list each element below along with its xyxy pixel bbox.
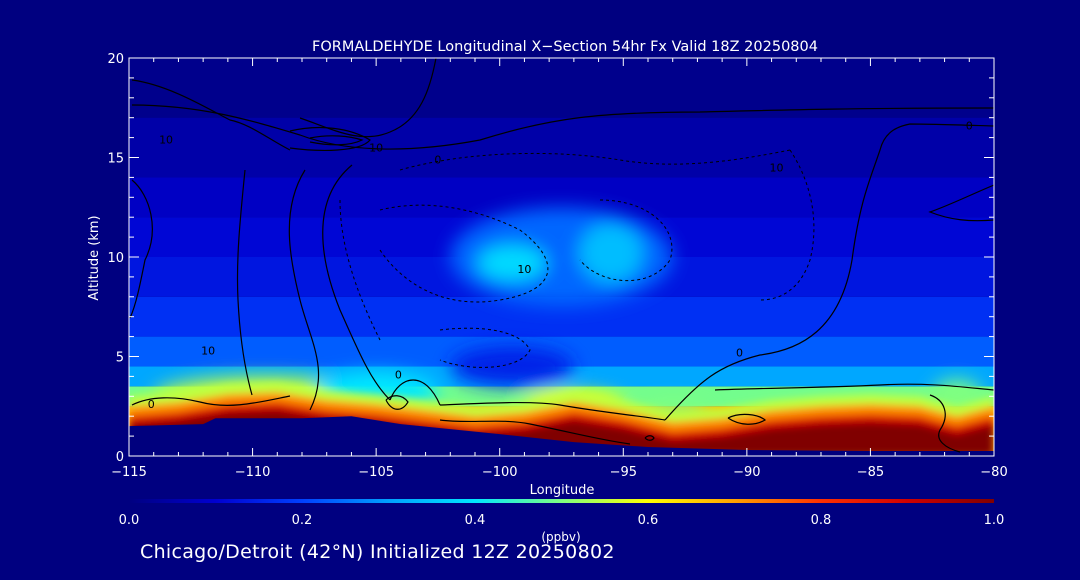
- concentration-feature: [450, 346, 574, 387]
- colorbar-tick-label: 1.0: [984, 513, 1005, 528]
- contour-line: [644, 435, 655, 441]
- plot-area: 10 10 0 10 0 0 0 0 10 10: [129, 58, 994, 456]
- y-tick-label: 15: [107, 152, 124, 167]
- contour-line: [389, 379, 441, 406]
- contour-label: 0: [395, 368, 402, 381]
- x-axis-label: Longitude: [530, 483, 595, 498]
- x-tick-label: −110: [235, 465, 271, 480]
- x-tick-label: −80: [980, 465, 1007, 480]
- contour-line: [322, 164, 391, 401]
- dashed-contour-line: [759, 149, 815, 301]
- concentration-feature: [578, 223, 644, 283]
- contour-line: [439, 401, 666, 421]
- contour-label: 0: [434, 153, 441, 166]
- concentration-band: [129, 58, 994, 118]
- contour-line: [714, 383, 994, 391]
- contour-line: [236, 169, 253, 396]
- y-axis-label: Altitude (km): [87, 215, 102, 300]
- contour-line: [664, 123, 994, 421]
- contour-line: [309, 135, 364, 146]
- contour-line: [928, 184, 994, 222]
- y-tick-label: 10: [107, 251, 124, 266]
- colorbar-tick-label: 0.4: [465, 513, 486, 528]
- contour-line: [288, 169, 320, 411]
- colorbar-units: (ppbv): [541, 530, 580, 544]
- x-tick-label: −100: [482, 465, 518, 480]
- contour-label: 10: [770, 161, 784, 174]
- colorbar-ticks: 0.0 0.2 0.4 0.6 0.8 1.0: [119, 513, 1005, 528]
- contour-label: 10: [159, 134, 173, 147]
- solid-contours: [129, 58, 994, 453]
- contour-line: [131, 104, 994, 150]
- concentration-band: [129, 117, 994, 178]
- colorbar-tick-label: 0.6: [638, 513, 659, 528]
- x-tick-label: −85: [857, 465, 884, 480]
- contour-line: [131, 395, 291, 406]
- colorbar-tick-label: 0.2: [292, 513, 313, 528]
- contour-label: 10: [201, 345, 215, 358]
- dashed-contour-line: [439, 327, 531, 368]
- dashed-contour-line: [399, 149, 791, 171]
- contour-line: [727, 413, 767, 425]
- contour-line: [289, 126, 371, 151]
- concentration-feature: [477, 245, 547, 281]
- contour-line: [929, 394, 961, 453]
- colorbar-tick-label: 0.8: [811, 513, 832, 528]
- run-annotation: Chicago/Detroit (42°N) Initialized 12Z 2…: [140, 541, 615, 563]
- colorbar-tick-label: 0.0: [119, 513, 140, 528]
- x-tick-label: −105: [358, 465, 394, 480]
- x-tick-label: −90: [733, 465, 760, 480]
- y-tick-label: 20: [107, 52, 124, 67]
- x-tick-label: −95: [610, 465, 637, 480]
- y-axis: 0 5 10 15 20: [107, 52, 994, 465]
- contour-label: 0: [736, 347, 743, 360]
- terrain: [129, 416, 994, 456]
- contour-label: 0: [966, 120, 973, 133]
- chart-title: FORMALDEHYDE Longitudinal X−Section 54hr…: [312, 39, 818, 55]
- x-tick-label: −115: [111, 465, 147, 480]
- contour-label: 10: [369, 142, 383, 155]
- y-tick-label: 5: [116, 351, 124, 366]
- y-tick-label: 0: [116, 450, 124, 465]
- contour-line: [129, 179, 153, 319]
- contour-line: [385, 395, 409, 410]
- dashed-contours: [339, 149, 815, 368]
- contour-line: [131, 79, 291, 151]
- contour-labels: 10 10 0 10 0 0 0 0 10 10: [148, 120, 973, 412]
- colorbar: [129, 499, 994, 503]
- dashed-contour-line: [579, 199, 673, 282]
- x-axis: −115 −110 −105 −100 −95 −90 −85 −80: [111, 58, 1008, 480]
- contour-label: 0: [148, 398, 155, 411]
- contour-label: 10: [517, 263, 531, 276]
- contour-line: [439, 419, 631, 445]
